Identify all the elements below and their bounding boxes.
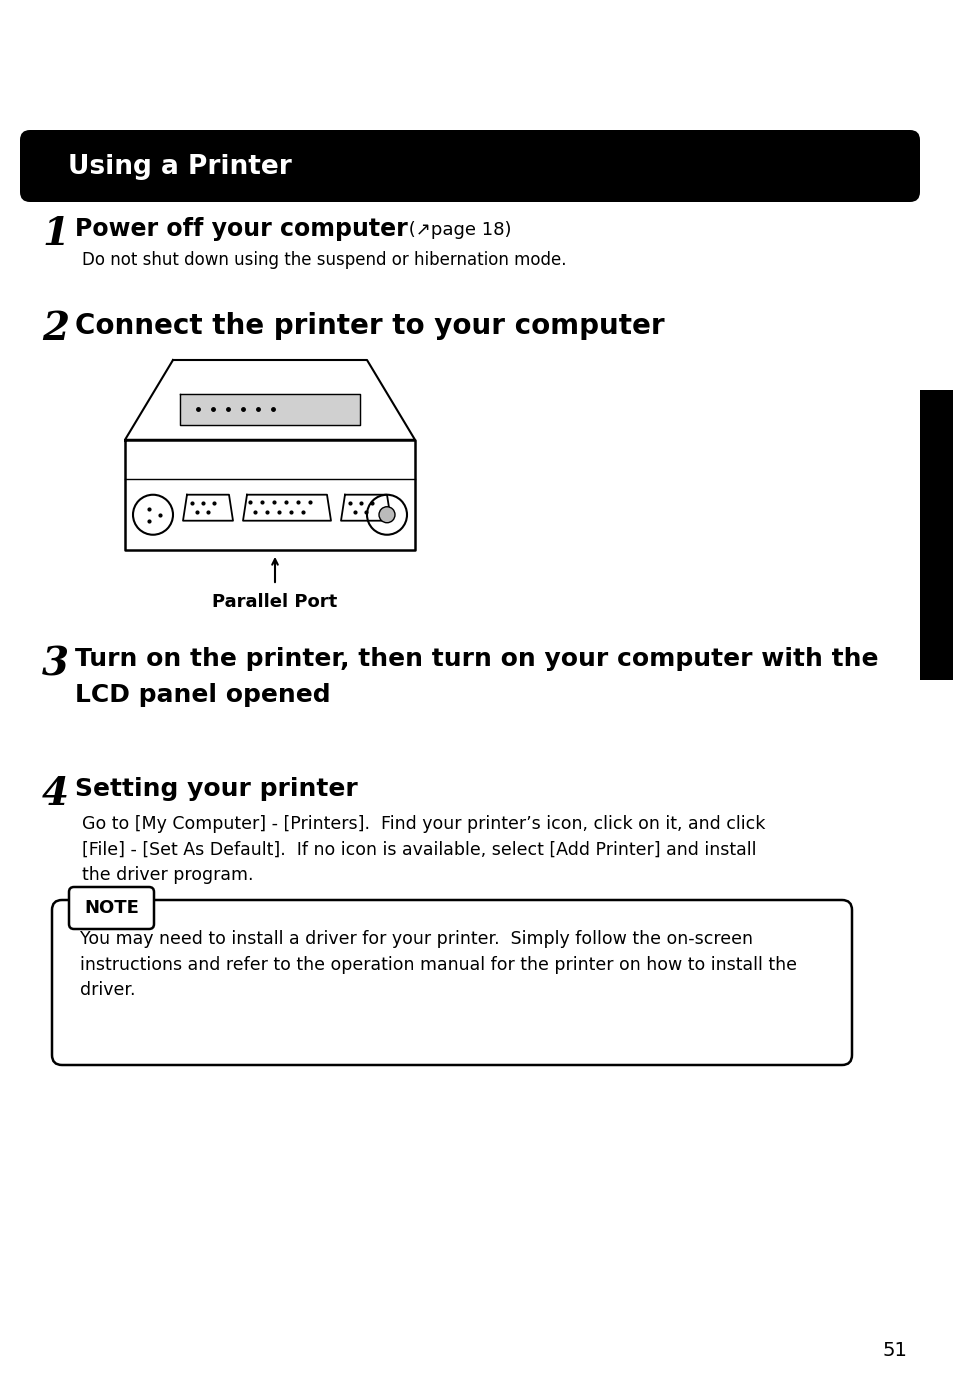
Circle shape (378, 506, 395, 523)
Bar (919, 391, 953, 679)
Polygon shape (183, 495, 233, 520)
Text: LCD panel opened: LCD panel opened (75, 684, 331, 707)
Text: (↗page 18): (↗page 18) (402, 220, 511, 239)
Text: Go to [My Computer] - [Printers].  Find your printer’s icon, click on it, and cl: Go to [My Computer] - [Printers]. Find y… (82, 815, 764, 884)
Text: 3: 3 (42, 644, 69, 684)
Text: 4: 4 (42, 776, 69, 813)
Text: 1: 1 (42, 215, 69, 252)
Polygon shape (180, 395, 359, 424)
Text: Parallel Port: Parallel Port (213, 593, 337, 611)
Polygon shape (243, 495, 331, 520)
Text: You may need to install a driver for your printer.  Simply follow the on-screen
: You may need to install a driver for you… (80, 930, 796, 999)
Text: Connect the printer to your computer: Connect the printer to your computer (75, 312, 664, 340)
FancyBboxPatch shape (52, 900, 851, 1064)
Polygon shape (340, 495, 391, 520)
Text: Setting your printer: Setting your printer (75, 777, 357, 801)
Text: Do not shut down using the suspend or hibernation mode.: Do not shut down using the suspend or hi… (82, 251, 566, 269)
Text: NOTE: NOTE (84, 898, 139, 917)
Circle shape (132, 495, 172, 534)
Text: 51: 51 (882, 1341, 906, 1360)
FancyBboxPatch shape (69, 887, 153, 929)
Text: Turn on the printer, then turn on your computer with the: Turn on the printer, then turn on your c… (75, 647, 878, 671)
FancyBboxPatch shape (20, 130, 919, 202)
Text: Power off your computer: Power off your computer (75, 218, 407, 241)
Text: Using a Printer: Using a Printer (68, 153, 292, 180)
Polygon shape (125, 360, 415, 439)
Text: 2: 2 (42, 310, 69, 347)
Polygon shape (125, 439, 415, 550)
Circle shape (367, 495, 407, 534)
